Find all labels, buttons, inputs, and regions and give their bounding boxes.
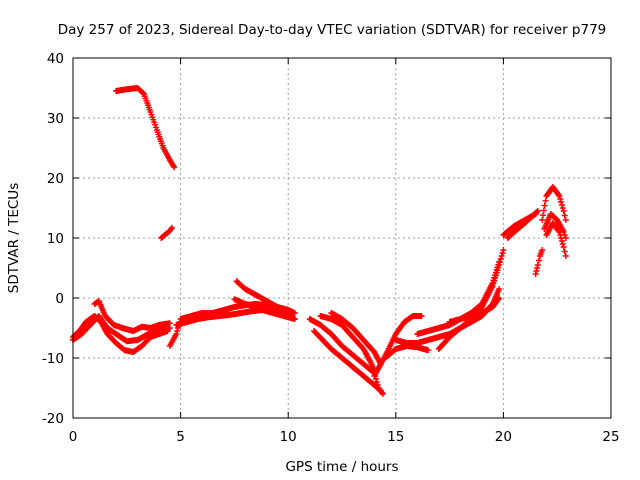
data-point: [532, 211, 539, 217]
x-tick-label: 10: [280, 429, 297, 445]
data-point: [291, 316, 298, 322]
y-tick-label: -10: [42, 351, 64, 367]
y-tick-label: 0: [55, 291, 64, 307]
data-point: [555, 227, 562, 234]
data-point: [559, 205, 566, 211]
x-tick-label: 25: [602, 429, 619, 445]
data-point: [534, 265, 541, 271]
data-point: [496, 259, 503, 265]
data-point: [555, 191, 562, 198]
x-tick-label: 5: [176, 429, 185, 445]
data-point: [174, 328, 181, 334]
y-axis-label: SDTVAR / TECUs: [6, 183, 22, 293]
series-track-i: [231, 296, 292, 321]
series-track-e: [91, 298, 173, 334]
data-point: [558, 199, 565, 205]
series-track-v: [532, 247, 546, 277]
data-point: [557, 196, 564, 202]
y-tick-label: -20: [42, 411, 64, 427]
data-point: [168, 224, 175, 231]
data-point: [560, 208, 567, 214]
data-point: [535, 257, 542, 264]
data-point: [542, 197, 549, 204]
data-point: [534, 262, 541, 268]
series-track-n: [371, 313, 425, 379]
data-point: [558, 202, 565, 208]
data-point: [418, 313, 425, 319]
y-tick-label: 20: [47, 171, 64, 187]
data-point: [560, 244, 567, 250]
axis-ticks: 0 5 10 15 20 25 -20 -10 0 10 20 30 40: [42, 51, 620, 445]
x-tick-label: 0: [69, 429, 78, 445]
data-point: [285, 314, 292, 321]
grid-lines: [73, 58, 611, 418]
data-point: [539, 212, 546, 219]
data-point: [556, 229, 563, 235]
series-track-a: [113, 85, 178, 171]
series-track-y: [543, 220, 569, 259]
data-point: [539, 247, 546, 253]
series-track-k: [311, 328, 384, 394]
data-point: [556, 193, 563, 199]
y-tick-label: 10: [47, 231, 64, 247]
data-point: [495, 296, 502, 303]
series-track-b: [158, 224, 175, 241]
data-point: [376, 387, 383, 394]
series-track-m: [328, 310, 384, 367]
series-track-p: [392, 247, 507, 346]
x-tick-label: 20: [495, 429, 512, 445]
y-tick-label: 30: [47, 111, 64, 127]
data-point: [558, 235, 565, 241]
series-track-u: [500, 211, 539, 238]
data-point: [500, 247, 507, 253]
chart-title: Day 257 of 2023, Sidereal Day-to-day VTE…: [58, 22, 607, 38]
series-track-w: [539, 184, 569, 223]
x-tick-label: 15: [387, 429, 404, 445]
data-point: [498, 253, 505, 259]
data-point: [140, 90, 147, 97]
data-point: [496, 295, 503, 301]
data-point: [557, 232, 564, 238]
data-point: [559, 241, 566, 247]
series-track-x: [541, 211, 569, 241]
data-point: [171, 164, 178, 171]
data-points: [70, 85, 569, 397]
series-track-o: [382, 343, 432, 361]
data-point: [533, 268, 540, 274]
data-point: [377, 388, 384, 394]
data-point: [539, 217, 546, 223]
data-point: [291, 310, 298, 316]
data-point: [562, 253, 569, 259]
data-point: [562, 217, 569, 223]
data-point: [425, 347, 432, 354]
data-point: [173, 331, 180, 337]
data-point: [561, 212, 568, 219]
data-point: [541, 202, 548, 209]
data-point: [499, 250, 506, 256]
x-axis-label: GPS time / hours: [285, 459, 398, 475]
data-point: [166, 320, 173, 327]
series-track-l: [317, 313, 378, 373]
data-point: [496, 286, 503, 292]
data-point: [558, 238, 565, 244]
data-point: [540, 207, 547, 214]
data-point: [532, 271, 539, 277]
y-tick-label: 40: [47, 51, 64, 67]
data-point: [561, 248, 568, 255]
series-track-s: [446, 295, 503, 325]
